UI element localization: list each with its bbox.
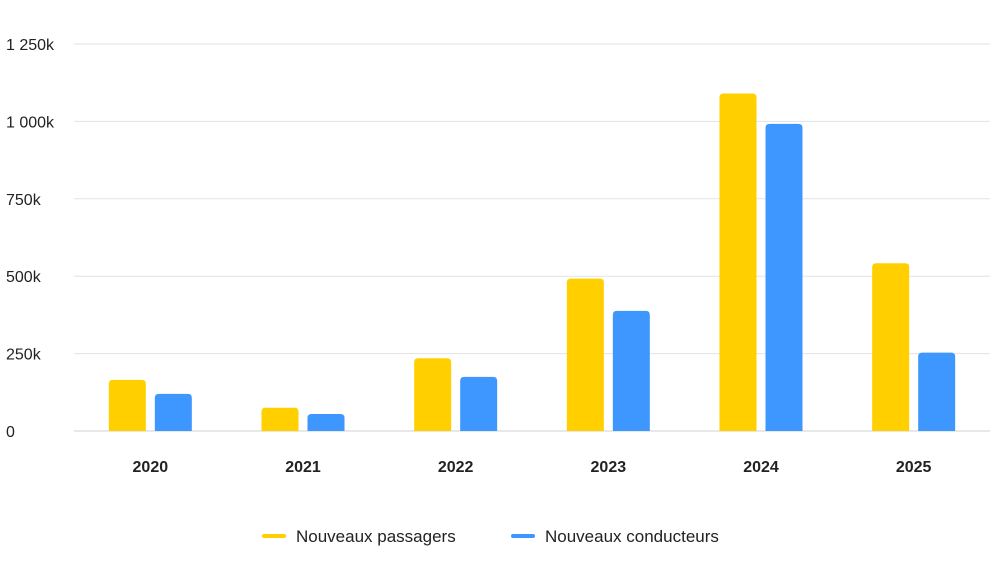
y-tick-label: 0 — [6, 424, 15, 441]
bar-passagers-2025 — [872, 263, 910, 431]
x-tick-label: 2024 — [743, 459, 779, 476]
bar-conducteurs-2020 — [154, 393, 192, 431]
x-axis-ticks: 2020 2021 2022 2023 2024 2025 — [133, 459, 932, 476]
y-tick-label: 1 250k — [6, 37, 55, 54]
legend-swatch — [262, 534, 286, 538]
y-tick-label: 250k — [6, 347, 42, 364]
legend: Nouveaux passagers Nouveaux conducteurs — [262, 527, 719, 546]
legend-label: Nouveaux conducteurs — [545, 527, 719, 546]
x-tick-label: 2022 — [438, 459, 474, 476]
bar-passagers-2023 — [566, 278, 604, 431]
x-tick-label: 2021 — [285, 459, 321, 476]
y-axis-ticks: 0 250k 500k 750k 1 000k 1 250k — [6, 37, 55, 441]
legend-label: Nouveaux passagers — [296, 527, 456, 546]
bar-conducteurs-2022 — [460, 376, 498, 431]
bar-conducteurs-2023 — [612, 310, 650, 431]
bar-conducteurs-2024 — [765, 123, 803, 431]
bar-passagers-2022 — [414, 358, 452, 431]
y-tick-label: 750k — [6, 192, 42, 209]
gridlines — [74, 43, 990, 432]
bar-conducteurs-2025 — [918, 352, 956, 431]
bars — [108, 93, 956, 431]
x-tick-label: 2023 — [591, 459, 627, 476]
bar-passagers-2020 — [108, 379, 146, 431]
x-tick-label: 2025 — [896, 459, 932, 476]
bar-conducteurs-2021 — [307, 413, 345, 431]
legend-swatch — [511, 534, 535, 538]
x-tick-label: 2020 — [133, 459, 169, 476]
bar-passagers-2021 — [261, 407, 299, 431]
bar-passagers-2024 — [719, 93, 757, 431]
y-tick-label: 500k — [6, 269, 42, 286]
y-tick-label: 1 000k — [6, 114, 55, 131]
